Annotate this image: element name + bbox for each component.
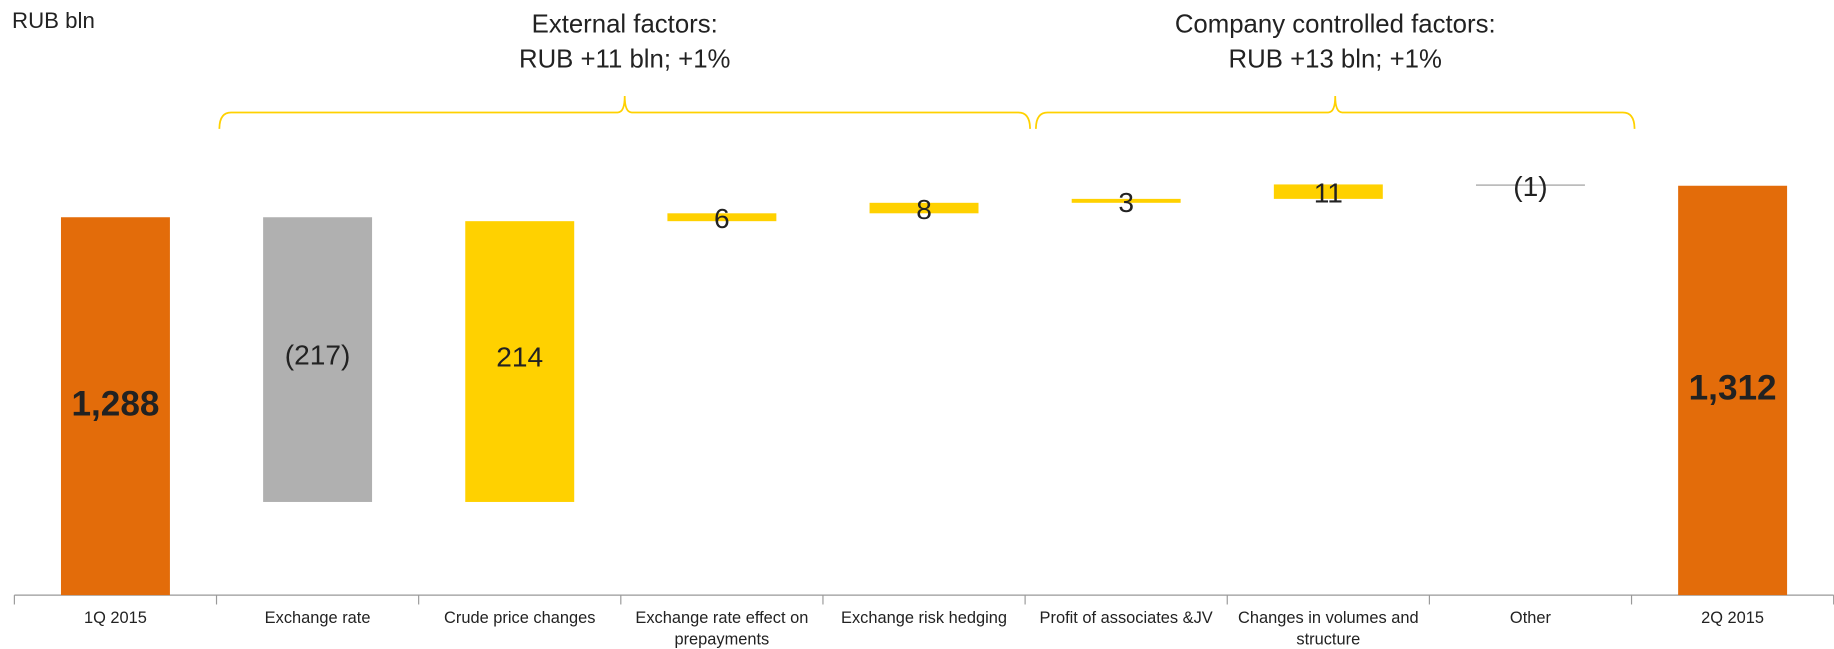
x-tick-label-box: Other — [1509, 607, 1551, 627]
value-label: 11 — [1314, 178, 1343, 209]
bar — [263, 217, 373, 502]
bar — [60, 217, 170, 596]
x-tick-label: Other — [1509, 607, 1551, 627]
total-label: 1,288 — [71, 384, 159, 423]
value-label: 3 — [1118, 187, 1134, 218]
x-tick-label-box: Changes in volumes and structure — [1238, 607, 1419, 648]
x-tick-label-box: Exchange rate effect on prepayments — [635, 607, 809, 648]
bracket — [218, 96, 1031, 129]
group-label: External factors: — [532, 11, 718, 39]
x-tick-label-box: Crude price changes — [444, 607, 596, 627]
group-label: Company controlled factors: — [1175, 11, 1496, 39]
x-tick-label-box: 1Q 2015 — [83, 607, 147, 627]
x-tick-label: 1Q 2015 — [83, 607, 147, 627]
total-label: 1,312 — [1689, 369, 1777, 408]
x-tick-label-box: 2Q 2015 — [1701, 607, 1765, 627]
value-label: (1) — [1513, 171, 1547, 202]
x-tick-label: Crude price changes — [444, 607, 596, 627]
bar — [1071, 198, 1181, 203]
x-tick-label: Exchange rate — [264, 607, 371, 627]
value-label: 6 — [714, 203, 730, 234]
x-tick-label-box: Exchange rate — [264, 607, 371, 627]
x-tick-label: 2Q 2015 — [1701, 607, 1765, 627]
x-tick-label: Exchange risk hedging — [841, 607, 1007, 627]
x-tick-label: Changes in volumes and structure — [1238, 607, 1419, 648]
bar — [667, 213, 777, 222]
bracket — [1035, 96, 1636, 129]
value-label: 214 — [496, 342, 543, 373]
group-sublabel: RUB +11 bln; +1% — [519, 46, 731, 74]
x-tick-label: Profit of associates &JV — [1039, 607, 1213, 627]
unit-label: RUB bln — [12, 8, 95, 33]
bar — [1273, 184, 1383, 199]
value-label: (217) — [285, 340, 351, 371]
bar — [1475, 184, 1585, 186]
group-sublabel: RUB +13 bln; +1% — [1229, 46, 1442, 74]
bar — [1678, 185, 1788, 596]
bar — [869, 202, 979, 214]
value-label: 8 — [916, 194, 932, 225]
x-tick-label-box: Exchange risk hedging — [841, 607, 1007, 627]
x-tick-label: Exchange rate effect on prepayments — [635, 607, 809, 648]
x-tick-label-box: Profit of associates &JV — [1039, 607, 1213, 627]
bar — [465, 221, 575, 502]
